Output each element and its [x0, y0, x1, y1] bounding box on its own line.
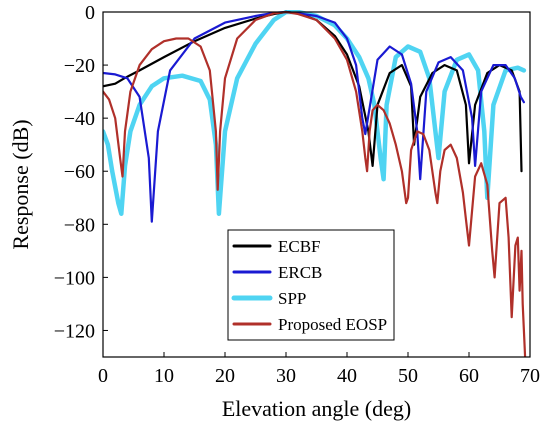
x-tick-label: 50 [398, 365, 418, 387]
y-tick-label: −20 [64, 55, 95, 77]
x-tick-label: 10 [154, 365, 174, 387]
y-axis-label: Response (dB) [8, 119, 33, 249]
x-axis-ticks: 0 10 20 30 40 50 60 70 [98, 352, 540, 387]
legend-box [227, 229, 395, 341]
legend-label: SPP [278, 289, 306, 308]
y-tick-label: −80 [64, 214, 95, 236]
y-axis-ticks: 0 −20 −40 −60 −80 −100 −120 [54, 2, 108, 342]
series-curves [103, 10, 527, 357]
plot-frame [102, 11, 531, 358]
x-tick-label: 0 [98, 365, 108, 387]
legend-label: ECBF [278, 237, 321, 256]
legend-label: Proposed EOSP [278, 315, 387, 334]
x-tick-label: 70 [520, 365, 540, 387]
y-tick-label: 0 [85, 2, 95, 24]
y-tick-label: −100 [54, 267, 95, 289]
legend-label: ERCB [278, 263, 322, 282]
x-tick-label: 30 [276, 365, 296, 387]
series-line-ercb [103, 10, 525, 223]
x-tick-label: 60 [459, 365, 479, 387]
x-axis-label: Elevation angle (deg) [222, 396, 411, 421]
legend: ECBF ERCB SPP Proposed EOSP [227, 229, 395, 341]
y-tick-label: −60 [64, 161, 95, 183]
x-tick-label: 20 [215, 365, 235, 387]
series-line-proposed-eosp [103, 10, 527, 357]
y-tick-label: −120 [54, 320, 95, 342]
y-tick-label: −40 [64, 108, 95, 130]
x-tick-label: 40 [337, 365, 357, 387]
